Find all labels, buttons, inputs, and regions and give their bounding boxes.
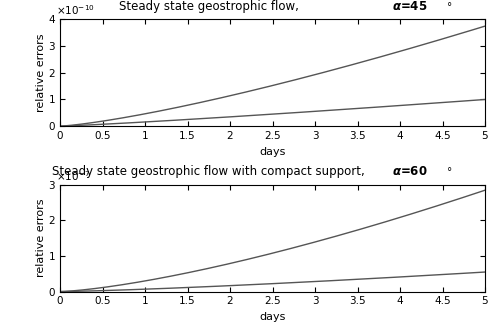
Text: Steady state geostrophic flow,: Steady state geostrophic flow, — [119, 0, 298, 13]
Text: $\times 10^{-7}$: $\times 10^{-7}$ — [56, 169, 90, 183]
Text: °: ° — [447, 168, 452, 178]
Text: $\times 10^{-10}$: $\times 10^{-10}$ — [56, 4, 94, 17]
Y-axis label: relative errors: relative errors — [36, 34, 46, 112]
Text: $\boldsymbol{\alpha}$=45: $\boldsymbol{\alpha}$=45 — [392, 0, 427, 13]
Y-axis label: relative errors: relative errors — [36, 199, 46, 277]
Text: Steady state geostrophic flow with compact support,: Steady state geostrophic flow with compa… — [52, 166, 365, 179]
X-axis label: days: days — [260, 312, 285, 322]
Text: °: ° — [447, 2, 452, 12]
X-axis label: days: days — [260, 146, 285, 156]
Text: $\boldsymbol{\alpha}$=60: $\boldsymbol{\alpha}$=60 — [392, 166, 427, 179]
